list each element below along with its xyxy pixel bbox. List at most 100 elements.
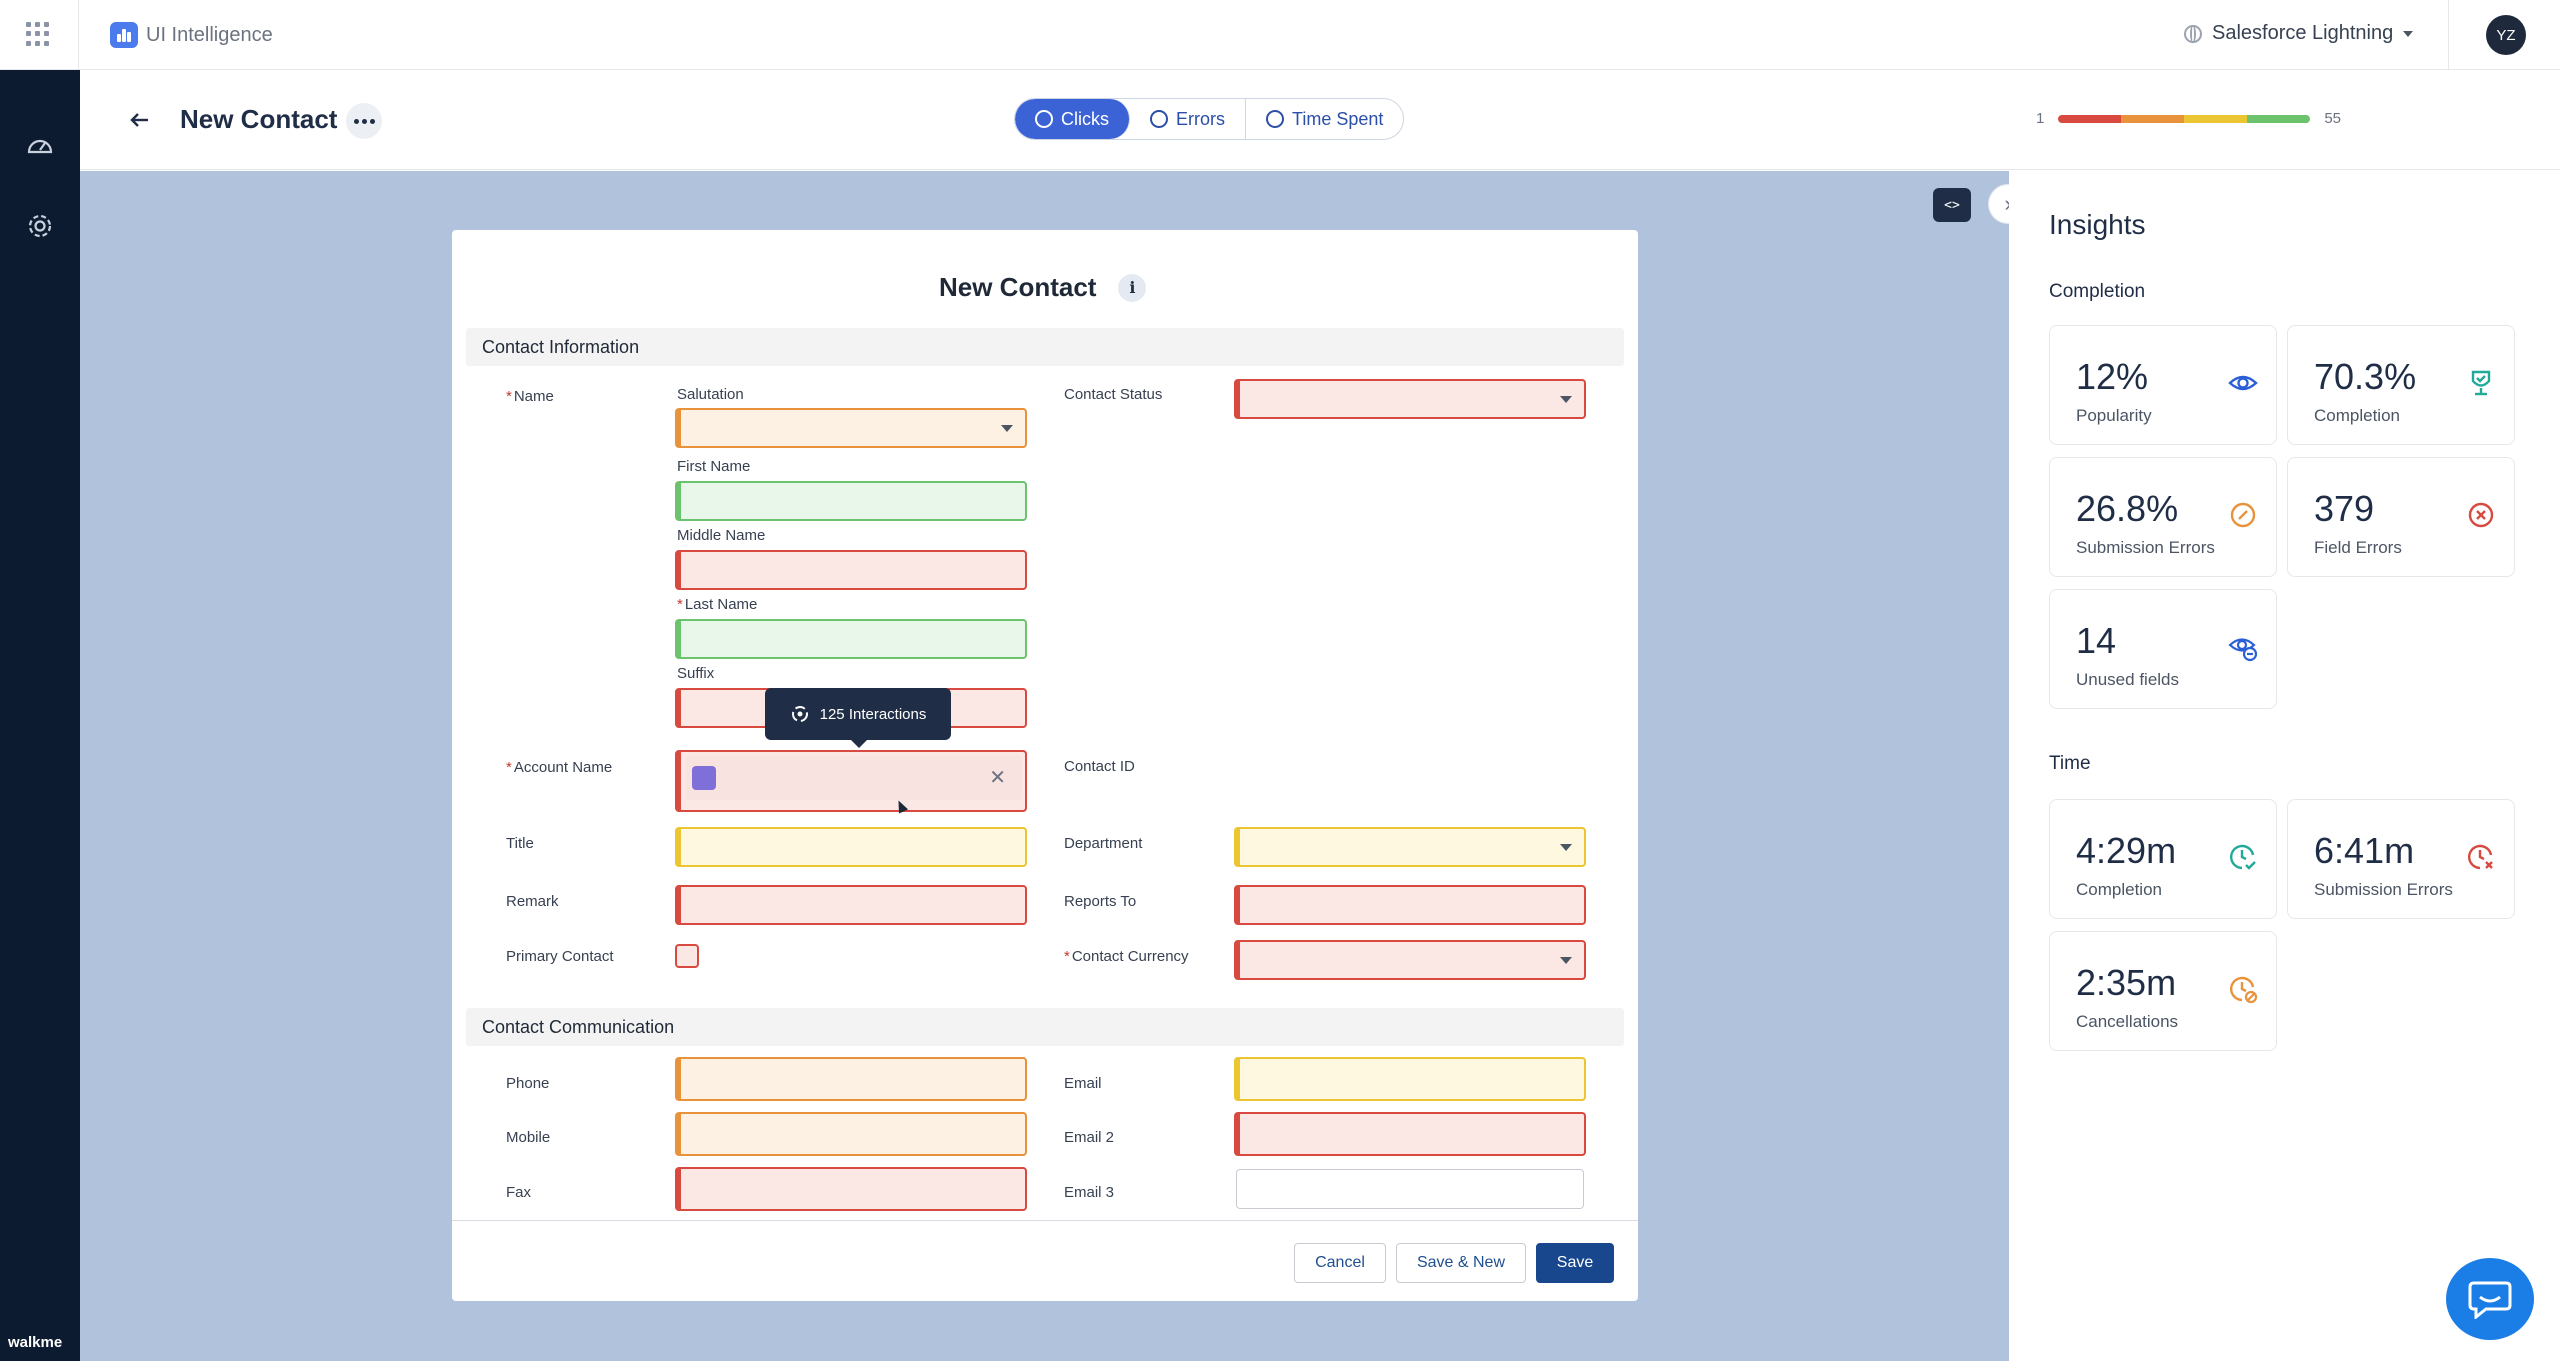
clock-x-icon [2468,844,2493,870]
chat-button[interactable] [2446,1258,2534,1340]
tile-value: 26.8% [2076,488,2179,529]
last-name-input[interactable] [675,619,1027,659]
salutation-label: Salutation [677,386,744,403]
cancel-button[interactable]: Cancel [1294,1243,1386,1283]
tile-caption: Submission Errors [2076,538,2215,557]
tile-value: 6:41m [2314,830,2415,871]
chat-bubble-icon [2468,1281,2512,1319]
save-button[interactable]: Save [1536,1243,1614,1283]
tooltip-text: 125 Interactions [819,705,927,723]
chevron-down-icon [1560,957,1572,964]
info-icon[interactable]: i [1118,273,1147,302]
environment-name: Salesforce Lightning [2212,22,2394,44]
reports-to-input[interactable] [1234,885,1586,925]
tile-caption: Field Errors [2314,538,2402,557]
contact-currency-label: * Contact Currency [1064,948,1189,965]
email-input[interactable] [1234,1057,1586,1101]
mode-label: Time Spent [1292,108,1384,129]
name-label: * Name [506,388,554,405]
chevron-down-icon [1001,425,1013,432]
insights-panel: Insights Completion 12% Popularity 70.3%… [2009,171,2560,1361]
mode-clicks-tab[interactable]: Clicks [1015,99,1130,139]
more-options-button[interactable] [346,103,382,139]
contact-currency-select[interactable] [1234,940,1586,980]
salutation-select[interactable] [675,408,1027,448]
insights-title: Insights [2049,209,2146,240]
environment-selector[interactable]: Salesforce Lightning [2184,22,2414,45]
mode-time-spent-tab[interactable]: Time Spent [1246,99,1403,139]
embed-code-icon[interactable]: <> [1933,188,1971,222]
app-name: UI Intelligence [146,23,273,46]
brand-name: walkme [8,1334,63,1351]
primary-contact-checkbox[interactable] [675,944,699,968]
tile-caption: Completion [2076,880,2162,899]
unused-fields-tile: 14 Unused fields [2049,589,2277,709]
back-arrow-icon[interactable] [126,106,154,134]
heat-scale-bar [2058,114,2311,123]
submission-errors-tile: 26.8% Submission Errors [2049,457,2277,577]
tile-value: 14 [2076,620,2117,661]
form-card: New Contact i Contact Information * Name … [452,230,1638,1301]
account-icon [692,766,716,790]
mobile-label: Mobile [506,1129,551,1146]
contact-status-select[interactable] [1234,379,1586,419]
phone-label: Phone [506,1075,550,1092]
mode-errors-tab[interactable]: Errors [1130,99,1246,139]
field-errors-tile: 379 Field Errors [2287,457,2515,577]
contact-status-label: Contact Status [1064,386,1163,403]
title-label: Title [506,835,534,852]
tile-value: 70.3% [2314,356,2417,397]
eye-unused-icon [2228,638,2258,662]
dashboard-icon[interactable] [26,132,54,160]
apps-grid-icon[interactable] [26,22,50,46]
eye-icon [2228,375,2258,391]
email-label: Email [1064,1075,1102,1092]
section-contact-communication: Contact Communication [466,1008,1624,1046]
page-title: New Contact [180,104,338,134]
trophy-icon [2471,370,2491,396]
tile-value: 2:35m [2076,962,2177,1003]
clock-cancel-icon [2230,976,2258,1004]
remark-input[interactable] [675,885,1027,925]
suffix-label: Suffix [677,665,715,682]
title-input[interactable] [675,827,1027,867]
account-name-lookup[interactable]: ✕ [675,750,1027,812]
app-logo[interactable]: UI Intelligence [110,22,273,48]
tile-value: 379 [2314,488,2375,529]
save-and-new-button[interactable]: Save & New [1396,1243,1526,1283]
tile-caption: Submission Errors [2314,880,2453,899]
cursor-click-icon [791,706,808,722]
heat-scale-legend: 1 55 [2036,110,2341,127]
first-name-label: First Name [677,458,751,475]
phone-input[interactable] [675,1057,1027,1101]
top-bar: UI Intelligence Salesforce Lightning YZ [0,0,2560,70]
mobile-input[interactable] [675,1112,1027,1156]
first-name-input[interactable] [675,481,1027,521]
tile-value: 12% [2076,356,2149,397]
globe-icon [2184,24,2202,43]
clock-check-icon [2230,844,2256,870]
form-title-row: New Contact i [939,272,1147,303]
left-rail: walkme [0,70,80,1361]
completion-rate-tile: 70.3% Completion [2287,325,2515,445]
close-icon[interactable]: ✕ [989,767,1006,789]
mode-label: Errors [1176,108,1225,129]
popularity-tile: 12% Popularity [2049,325,2277,445]
avatar[interactable]: YZ [2486,15,2526,55]
tile-caption: Completion [2314,406,2400,425]
gear-icon[interactable] [26,212,54,240]
email3-input[interactable] [1236,1169,1584,1209]
lookup-pill: ✕ [686,756,1022,800]
remark-label: Remark [506,893,559,910]
fax-label: Fax [506,1184,532,1201]
email2-input[interactable] [1234,1112,1586,1156]
department-select[interactable] [1234,827,1586,867]
primary-contact-label: Primary Contact [506,948,614,965]
time-submission-errors-tile: 6:41m Submission Errors [2287,799,2515,919]
bar-chart-icon [110,22,138,48]
middle-name-input[interactable] [675,550,1027,590]
mode-label: Clicks [1061,108,1109,129]
time-heading: Time [2049,753,2091,774]
walkme-logo: walkme [8,1334,62,1351]
fax-input[interactable] [675,1167,1027,1211]
